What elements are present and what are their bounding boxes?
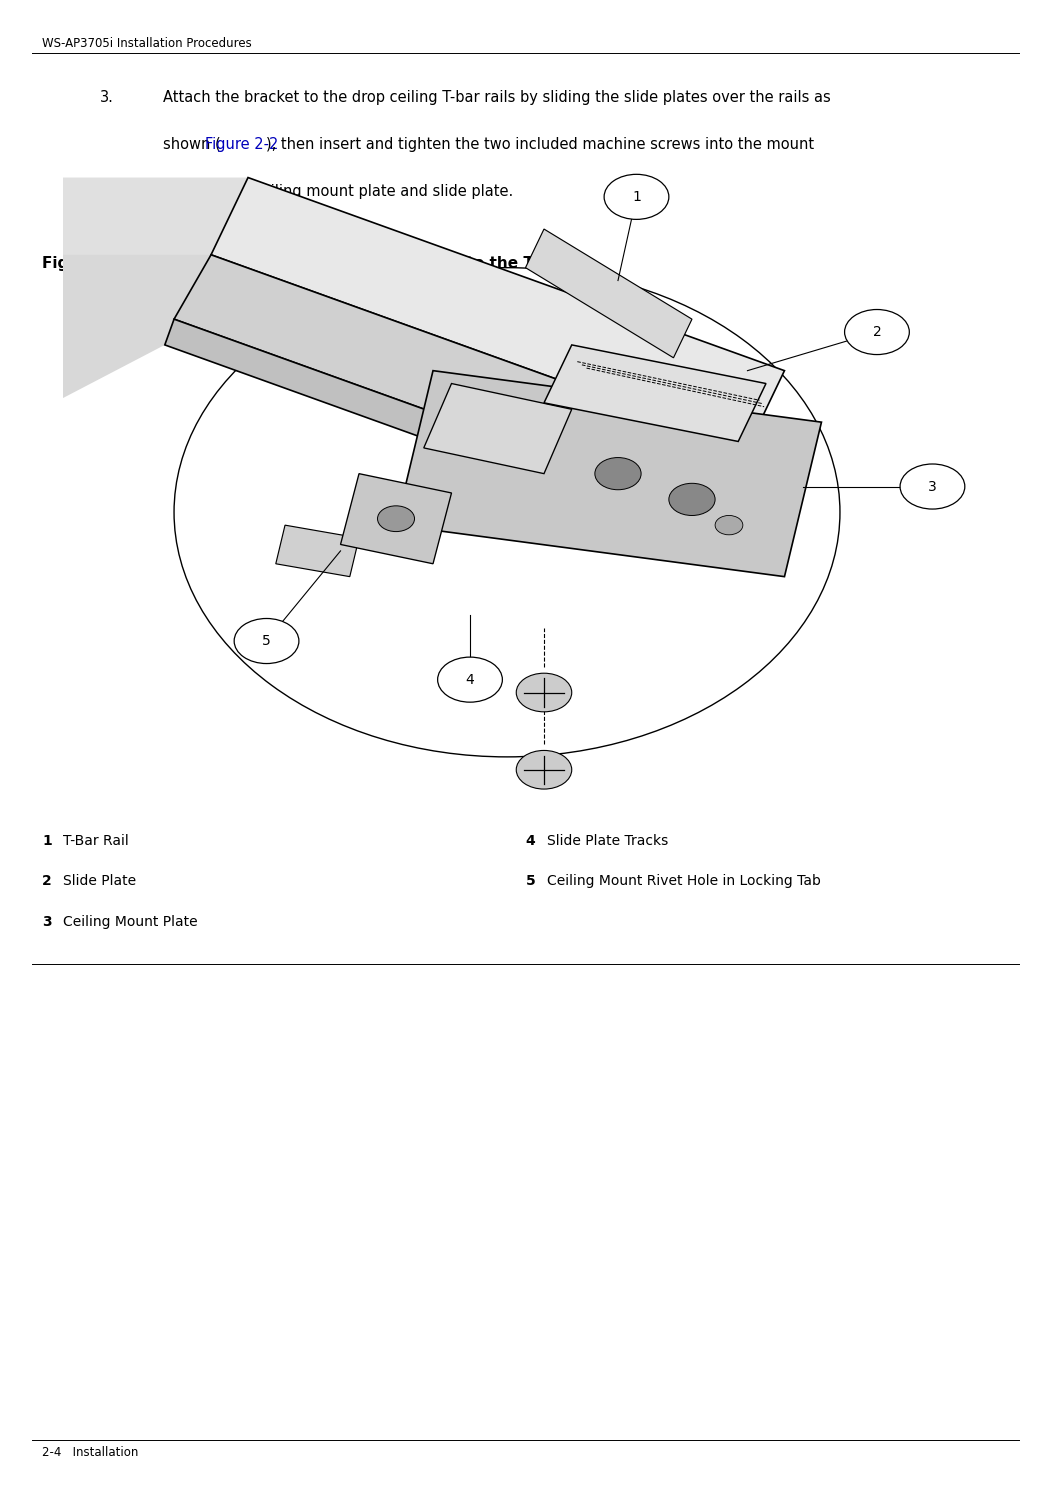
Circle shape	[475, 413, 502, 431]
Text: Ceiling Mount Rivet Hole in Locking Tab: Ceiling Mount Rivet Hole in Locking Tab	[547, 874, 821, 888]
Text: Attach the bracket to the drop ceiling T-bar rails by sliding the slide plates o: Attach the bracket to the drop ceiling T…	[163, 90, 830, 105]
Text: 3.: 3.	[100, 90, 114, 105]
Text: 4: 4	[466, 672, 474, 687]
Circle shape	[502, 431, 549, 464]
Circle shape	[437, 657, 502, 702]
Polygon shape	[275, 525, 359, 576]
Circle shape	[234, 618, 298, 663]
Text: Slide Plate Tracks: Slide Plate Tracks	[547, 834, 667, 847]
Text: Slide Plate: Slide Plate	[63, 874, 137, 888]
Text: Attaching the Ceiling Mount Assembly to the T-Rail: Attaching the Ceiling Mount Assembly to …	[133, 256, 571, 271]
Text: 2: 2	[42, 874, 51, 888]
Text: 3: 3	[928, 479, 936, 494]
Circle shape	[668, 484, 715, 515]
Polygon shape	[424, 383, 572, 473]
Text: WS-AP3705i Installation Procedures: WS-AP3705i Installation Procedures	[42, 36, 252, 49]
Circle shape	[845, 310, 909, 355]
Circle shape	[516, 674, 572, 711]
Polygon shape	[341, 473, 452, 564]
Text: Figure 2-2: Figure 2-2	[42, 256, 130, 271]
Polygon shape	[544, 344, 766, 442]
Circle shape	[604, 174, 668, 220]
Circle shape	[715, 515, 743, 534]
Text: 1: 1	[632, 190, 641, 204]
Polygon shape	[396, 371, 822, 576]
Text: ), then insert and tighten the two included machine screws into the mount: ), then insert and tighten the two inclu…	[266, 136, 813, 153]
Polygon shape	[526, 229, 692, 358]
Text: shown (: shown (	[163, 136, 221, 153]
Polygon shape	[17, 254, 211, 422]
Text: 2-4   Installation: 2-4 Installation	[42, 1446, 139, 1460]
Text: 4: 4	[526, 834, 535, 847]
Text: T-Bar Rail: T-Bar Rail	[63, 834, 129, 847]
Text: 2: 2	[872, 325, 882, 338]
Polygon shape	[211, 178, 784, 448]
Polygon shape	[174, 254, 747, 512]
Circle shape	[377, 506, 414, 531]
Circle shape	[595, 458, 641, 490]
Circle shape	[516, 750, 572, 789]
Text: Ceiling Mount Plate: Ceiling Mount Plate	[63, 915, 198, 928]
Text: 5: 5	[526, 874, 535, 888]
Text: 1: 1	[42, 834, 51, 847]
Polygon shape	[17, 178, 248, 344]
Text: 5: 5	[262, 635, 271, 648]
Text: Figure 2-2: Figure 2-2	[205, 136, 279, 153]
Text: 3: 3	[42, 915, 51, 928]
Text: holes in the ceiling mount plate and slide plate.: holes in the ceiling mount plate and sli…	[163, 184, 513, 199]
Polygon shape	[165, 319, 710, 537]
Circle shape	[900, 464, 965, 509]
